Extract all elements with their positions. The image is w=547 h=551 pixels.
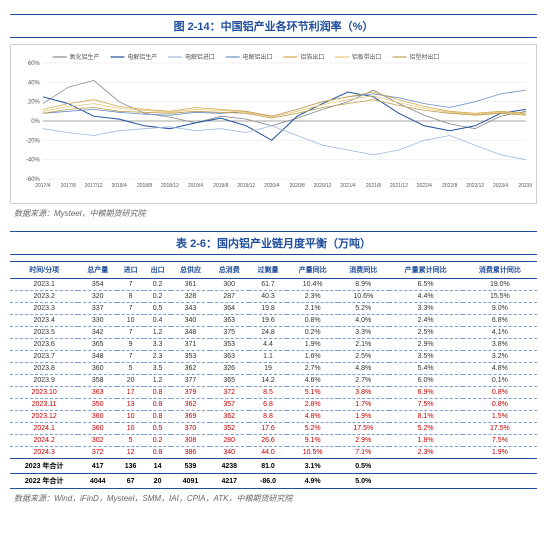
table-row: 2024.230250.230828026.69.1%2.9%1.8%7.5% [10,435,537,447]
table-row: 2023.636593.33713534.41.9%2.1%2.9%3.8% [10,339,537,351]
svg-text:2018/8: 2018/8 [137,183,152,189]
svg-text:2020/8: 2020/8 [290,183,305,189]
table-row: 2023.734872.33533631.11.6%2.5%3.5%3.2% [10,351,537,363]
svg-text:电解铝出口: 电解铝出口 [243,53,273,61]
svg-text:2021/4: 2021/4 [340,183,355,189]
col-header: 总产量 [78,262,117,279]
svg-text:2018/12: 2018/12 [161,183,179,189]
table-row: 2023.333770.534336419.82.1%5.2%3.3%9.0% [10,303,537,315]
svg-text:氧化铝生产: 氧化铝生产 [70,53,100,61]
col-header: 消费同比 [338,262,389,279]
chart-source: 数据来源：Mysteel，中粮期货研究院 [14,208,537,219]
svg-text:2021/8: 2021/8 [366,183,381,189]
col-header: 进口 [117,262,144,279]
svg-text:2022/8: 2022/8 [442,183,457,189]
table-row: 2023.4330100.434036319.60.8%4.0%2.4%6.8% [10,315,537,327]
svg-text:60%: 60% [28,61,41,67]
svg-text:2023/4: 2023/4 [493,183,508,189]
svg-text:2020/12: 2020/12 [314,183,332,189]
table-row: 2024.1360100.537035217.65.2%17.5%5.2%17.… [10,423,537,435]
svg-text:2017/8: 2017/8 [61,183,76,189]
svg-text:电解铝生产: 电解铝生产 [127,53,157,61]
table-row: 2023.836053.5362326192.7%4.8%5.4%4.8% [10,363,537,375]
col-header: 消费累计同比 [463,262,537,279]
svg-text:电解铝进口: 电解铝进口 [185,53,215,61]
table-summary-row: 2022 年合计4044672040914217-86.04.9%5.0% [10,474,537,489]
col-header: 过剩量 [249,262,288,279]
table-row: 2023.232080.232828740.32.3%10.6%4.4%15.5… [10,291,537,303]
svg-text:2023/8: 2023/8 [518,183,532,189]
svg-text:2020/4: 2020/4 [264,183,279,189]
col-header: 总消费 [210,262,249,279]
table-row: 2023.534271.234837524.80.2%3.3%2.5%4.1% [10,327,537,339]
svg-text:40%: 40% [28,80,41,86]
svg-text:铝板带出口: 铝板带出口 [352,53,382,61]
table-row: 2023.11350130.83623576.82.8%1.7%7.5%0.8% [10,399,537,411]
svg-text:2019/12: 2019/12 [237,183,255,189]
svg-text:2017/4: 2017/4 [35,183,50,189]
table-title: 表 2-6：国内铝产业链月度平衡（万吨） [10,231,537,255]
svg-text:2021/12: 2021/12 [390,183,408,189]
chart-title: 图 2-14：中国铝产业各环节利润率（%） [10,14,537,38]
table-source: 数据来源：Wind，iFinD，Mysteel，SMM，IAI，CPIA，ATK… [14,493,537,504]
col-header: 总供应 [171,262,210,279]
profit-chart: -60%-40%-20%0%20%40%60%2017/42017/82017/… [10,44,537,204]
col-header: 产量同比 [287,262,338,279]
table-row: 2023.135470.236130061.710.4%8.9%6.5%19.0… [10,279,537,291]
svg-text:2022/4: 2022/4 [417,183,432,189]
svg-text:2018/4: 2018/4 [112,183,127,189]
svg-text:铝型材出口: 铝型材出口 [410,53,440,61]
svg-text:铝箔出口: 铝箔出口 [300,53,324,61]
svg-text:0%: 0% [31,119,40,125]
svg-text:2019/8: 2019/8 [213,183,228,189]
svg-text:-20%: -20% [26,138,41,144]
table-row: 2023.10363170.83793728.55.1%3.8%6.9%0.8% [10,387,537,399]
col-header: 出口 [144,262,171,279]
table-row: 2024.3372120.838634044.010.5%7.1%2.3%1.9… [10,447,537,459]
svg-text:20%: 20% [28,100,41,106]
svg-text:2022/12: 2022/12 [466,183,484,189]
svg-text:2019/4: 2019/4 [188,183,203,189]
svg-text:-40%: -40% [26,158,41,164]
col-header: 时间/分项 [10,262,78,279]
col-header: 产量累计同比 [389,262,463,279]
table-row: 2023.12360100.83693628.84.8%1.9%8.1%1.5% [10,411,537,423]
table-row: 2023.9358201.237736514.24.6%2.7%6.0%0.1% [10,375,537,387]
balance-table: 时间/分项总产量进口出口总供应总消费过剩量产量同比消费同比产量累计同比消费累计同… [10,261,537,489]
svg-text:2017/12: 2017/12 [85,183,103,189]
table-summary-row: 2023 年合计41713614539423881.03.1%0.5% [10,459,537,474]
